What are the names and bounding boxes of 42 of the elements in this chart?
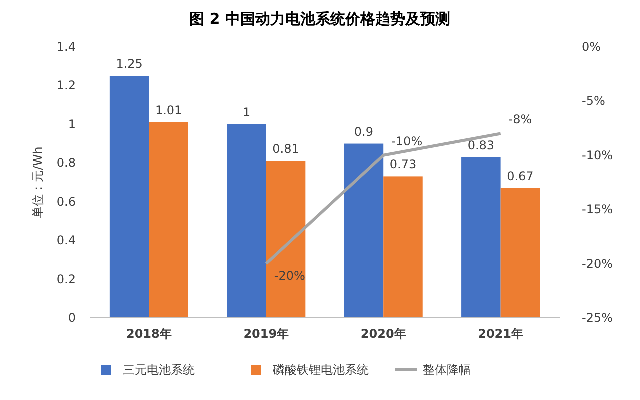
- data-label: 0.73: [390, 158, 417, 172]
- bar: [462, 157, 501, 318]
- bar: [384, 176, 423, 318]
- y2-tick-label: -10%: [582, 148, 614, 162]
- y2-tick-label: -25%: [582, 311, 614, 325]
- x-tick-label: 2019年: [244, 327, 290, 341]
- data-label: 1.25: [116, 57, 143, 72]
- data-label: 0.83: [468, 138, 495, 152]
- legend-label: 磷酸铁锂电池系统: [272, 363, 369, 377]
- y-tick-label: 0.4: [56, 234, 76, 248]
- data-label: 0.81: [272, 142, 300, 156]
- y-tick-label: 1.2: [56, 78, 76, 93]
- y2-tick-label: -20%: [582, 256, 614, 271]
- bar: [227, 124, 266, 318]
- y-tick-label: 1.4: [56, 40, 76, 54]
- x-tick-label: 2021年: [478, 327, 524, 341]
- y-tick-label: 0.2: [56, 272, 76, 286]
- data-label: 1.01: [155, 103, 182, 118]
- data-label: -8%: [508, 112, 532, 127]
- bar: [500, 188, 540, 318]
- y2-tick-label: -5%: [582, 94, 606, 108]
- x-tick-label: 2018年: [126, 327, 172, 341]
- bar: [266, 161, 306, 318]
- data-label: 0.67: [507, 169, 534, 184]
- data-label: 1: [242, 105, 251, 120]
- y-tick-label: 1: [68, 117, 76, 132]
- bar: [344, 144, 384, 318]
- data-label: -10%: [392, 134, 423, 148]
- chart-title: 图 2 中国动力电池系统价格趋势及预测: [190, 10, 450, 28]
- data-label: 0.9: [354, 124, 374, 139]
- y2-tick-label: 0%: [582, 40, 602, 54]
- y-axis-title: 单位：元/Wh: [31, 146, 45, 218]
- legend-label: 三元电池系统: [123, 363, 195, 377]
- bar: [149, 122, 188, 318]
- x-tick-label: 2020年: [360, 327, 406, 341]
- y-tick-label: 0: [68, 311, 76, 325]
- y-tick-label: 0.6: [56, 194, 76, 209]
- legend-label: 整体降幅: [423, 363, 471, 377]
- data-label: -20%: [274, 268, 306, 283]
- y2-tick-label: -15%: [582, 202, 614, 217]
- bar: [110, 76, 150, 318]
- y-tick-label: 0.8: [56, 156, 76, 170]
